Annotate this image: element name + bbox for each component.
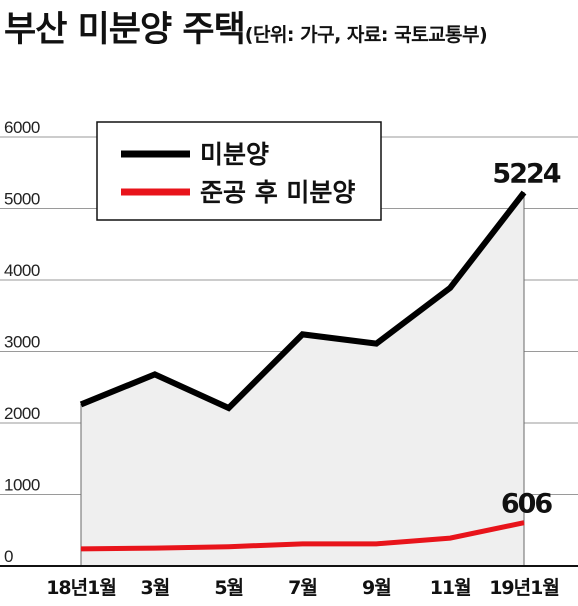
legend-label-1: 미분양 (200, 140, 269, 169)
x-tick-label-6: 19년1월 (489, 577, 559, 599)
y-axis-ticks: 0 1000 2000 3000 4000 5000 6000 (4, 118, 40, 566)
series-1-point-0 (80, 403, 82, 405)
chart-title: 부산 미분양 주택(단위: 가구, 자료: 국토교통부) (4, 2, 488, 58)
y-tick-label-0: 0 (4, 547, 13, 566)
series-1-point-3 (302, 333, 303, 335)
x-tick-label-1: 3월 (140, 577, 169, 599)
chart-title-main: 부산 미분양 주택 (4, 10, 246, 50)
x-tick-label-0: 18년1월 (46, 577, 116, 599)
data-label-series-2: 606 (501, 489, 553, 520)
x-tick-label-5: 11월 (430, 577, 471, 599)
series-2-point-3 (302, 543, 303, 545)
series-1-point-5 (449, 287, 451, 289)
series-lines (79, 190, 527, 552)
y-tick-label-3000: 3000 (4, 333, 40, 352)
area-under-series-1 (81, 192, 524, 566)
series-2-point-0 (80, 548, 82, 550)
series-1-point-6 (523, 191, 525, 193)
area-fill (80, 192, 525, 566)
y-tick-label-2000: 2000 (4, 404, 40, 423)
x-tick-label-2: 5월 (214, 577, 243, 599)
data-labels: 5224 606 (492, 158, 562, 520)
x-tick-label-4: 9월 (362, 577, 391, 599)
y-tick-label-1000: 1000 (4, 476, 40, 495)
chart-subtitle: (단위: 가구, 자료: 국토교통부) (244, 24, 488, 46)
series-1-point-1 (154, 373, 156, 375)
legend-box (96, 121, 382, 221)
y-tick-label-4000: 4000 (4, 261, 40, 280)
series-2-point-4 (375, 543, 377, 545)
legend-label-2: 준공 후 미분양 (200, 178, 355, 207)
series-1-point-4 (375, 343, 377, 345)
data-label-series-1: 5224 (492, 158, 560, 189)
y-tick-label-5000: 5000 (4, 190, 40, 209)
series-1-point-2 (228, 407, 230, 409)
series-2-point-5 (449, 537, 451, 539)
y-tick-label-6000: 6000 (4, 118, 40, 137)
series-2-point-6 (523, 522, 525, 524)
series-2-point-2 (228, 546, 230, 548)
series-2-point-1 (154, 547, 156, 549)
x-axis-ticks: 18년1월 3월 5월 7월 9월 11월 19년1월 (46, 577, 560, 599)
x-tick-label-3: 7월 (288, 577, 317, 599)
